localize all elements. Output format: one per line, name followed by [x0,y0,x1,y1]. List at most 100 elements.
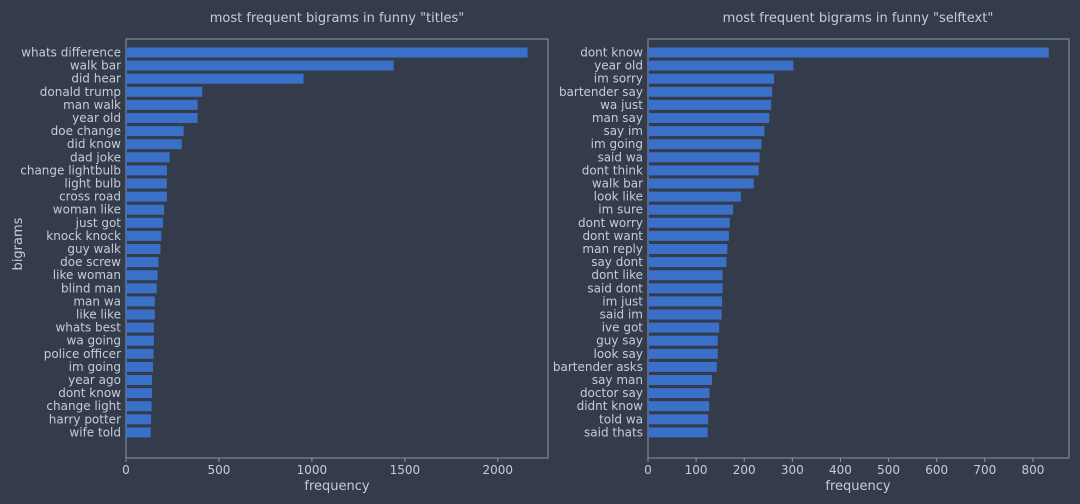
y-tick-label: guy say [596,334,643,348]
bar [648,309,722,320]
chart-title: most frequent bigrams in funny "titles" [210,11,464,26]
bar [648,335,718,346]
chart-selftext: most frequent bigrams in funny "selftext… [553,11,1070,494]
x-tick-label: 0 [644,463,652,477]
bar [126,86,203,97]
y-tick-label: bartender asks [553,360,643,374]
x-axis-label: frequency [304,479,370,494]
y-tick-label: knock knock [46,229,121,243]
x-tick-label: 500 [877,463,900,477]
bar [648,86,773,97]
y-tick-label: whats difference [21,46,121,60]
bar [648,388,710,399]
bar [126,139,182,150]
y-tick-label: man wa [73,294,121,308]
bar [126,335,154,346]
bar [126,322,154,333]
y-tick-label: doe change [51,124,121,138]
bar [648,113,770,123]
y-tick-label: wa just [600,98,643,112]
bar [126,178,167,189]
y-tick-label: walk bar [592,177,643,191]
y-tick-label: ive got [602,321,644,335]
bar [648,322,720,333]
y-tick-label: like woman [53,268,121,282]
y-tick-label: doe screw [60,255,121,269]
x-tick-label: 100 [685,463,708,477]
y-tick-label: dont know [58,386,121,400]
y-tick-label: year ago [68,373,121,387]
y-tick-label: year old [72,111,121,125]
y-tick-label: dont know [580,46,643,60]
bar [648,375,712,385]
bar [648,414,709,425]
bar [126,283,157,294]
bar [126,126,184,137]
y-tick-label: dont think [582,163,643,177]
y-tick-label: said wa [597,150,643,164]
bar [648,47,1049,58]
y-tick-label: didnt know [577,399,644,413]
y-tick-label: change light [46,399,121,413]
bar [648,60,794,71]
y-tick-label: say dont [591,255,643,269]
bar [126,99,198,110]
bar [126,73,304,84]
bar [648,178,754,189]
y-tick-label: man reply [582,242,643,256]
bar [648,165,759,176]
y-tick-label: dont like [591,268,643,282]
bar [126,427,151,438]
y-tick-label: im sorry [594,72,643,86]
bar [126,165,167,176]
x-tick-label: 700 [973,463,996,477]
bar [648,139,762,150]
y-tick-label: doctor say [580,386,643,400]
bar [648,296,723,307]
y-tick-label: man walk [63,98,121,112]
chart-title: most frequent bigrams in funny "selftext… [723,11,994,26]
bar [126,348,154,359]
bar [126,152,170,163]
x-tick-label: 600 [925,463,948,477]
y-tick-label: im going [591,137,643,151]
bar [126,47,528,58]
chart-titles: most frequent bigrams in funny "titles" … [11,11,549,494]
y-tick-label: guy walk [67,242,121,256]
y-tick-label: im sure [598,203,643,217]
y-tick-label: like like [76,308,121,322]
bar [648,204,734,215]
y-tick-label: cross road [59,190,121,204]
x-tick-label: 1500 [390,463,421,477]
y-tick-label: did know [67,137,121,151]
y-tick-label: told wa [599,412,643,426]
y-tick-label: said im [600,308,643,322]
bar [126,230,162,241]
x-tick-label: 200 [733,463,756,477]
x-tick-label: 300 [781,463,804,477]
bar [648,361,717,372]
x-tick-label: 400 [829,463,852,477]
y-tick-label: look say [594,347,644,361]
y-tick-label: change lightbulb [20,163,121,177]
y-tick-label: look like [594,190,643,204]
y-tick-label: bartender say [559,85,643,99]
y-tick-label: im just [602,294,643,308]
bar [126,388,153,399]
bar [648,152,760,163]
bar [126,361,153,372]
y-tick-label: just got [75,216,122,230]
bar [648,270,723,281]
y-tick-label: said dont [587,281,643,295]
y-tick-label: light bulb [64,177,121,191]
bar [648,73,775,84]
bar [126,401,152,412]
y-tick-label: woman like [53,203,121,217]
bar [648,99,772,110]
y-tick-label: dont worry [578,216,643,230]
y-tick-label: say im [603,124,643,138]
bar [126,257,159,268]
x-tick-label: 800 [1021,463,1044,477]
bar [126,309,155,320]
bar [126,296,155,307]
